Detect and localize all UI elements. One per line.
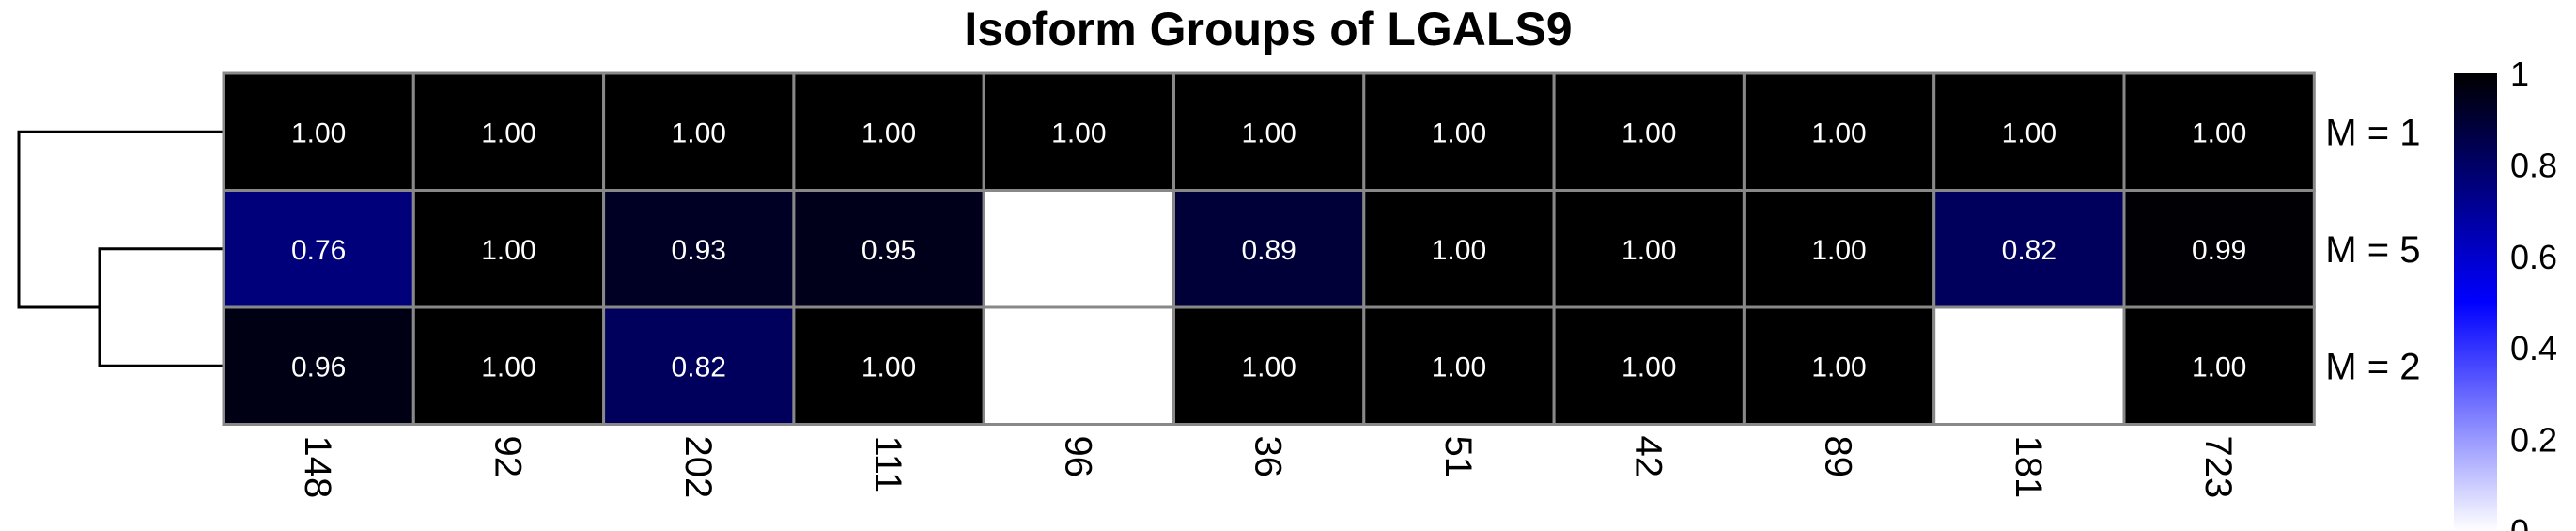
cell-value-label: 1.00 bbox=[1241, 351, 1296, 383]
colorbar: 0 0.2 0.4 0.6 0.8 1 bbox=[2454, 55, 2557, 531]
cell-value-label: 1.00 bbox=[2002, 117, 2056, 148]
cell-value-label: 1.00 bbox=[1811, 235, 1866, 266]
cell-value-label: 0.96 bbox=[291, 351, 346, 383]
cell-value-label: 0.82 bbox=[2002, 235, 2056, 266]
heatmap-cell bbox=[1552, 305, 1746, 426]
cell-value-label: 1.00 bbox=[2192, 351, 2246, 383]
heatmap-cell bbox=[222, 71, 415, 192]
cell-value-label: 1.00 bbox=[672, 117, 726, 148]
heatmap-cell bbox=[1932, 189, 2126, 309]
heatmap-cells: 1.00 1.00 1.00 1.00 1.00 1.00 1.00 1.00 1.00 1.00… bbox=[222, 71, 2316, 426]
cell-value-label: 1.00 bbox=[1241, 117, 1296, 148]
cell-value-label: 1.00 bbox=[1811, 117, 1866, 148]
column-label: 148 bbox=[297, 436, 338, 499]
cell-value-label: 1.00 bbox=[1051, 117, 1106, 148]
heatmap-cell bbox=[602, 189, 796, 309]
heatmap-cell bbox=[1742, 305, 1936, 426]
heatmap-cell bbox=[1362, 305, 1556, 426]
heatmap-cell bbox=[982, 305, 1175, 426]
cell-value-label: 0.76 bbox=[291, 235, 346, 266]
cell-value-label: 1.00 bbox=[1432, 351, 1486, 383]
heatmap-cell bbox=[1552, 71, 1746, 192]
heatmap-cell bbox=[1742, 189, 1936, 309]
cell-value-label: 1.00 bbox=[1622, 235, 1676, 266]
column-label: 111 bbox=[867, 436, 908, 493]
cell-value-label: 0.89 bbox=[1241, 235, 1296, 266]
column-label: 36 bbox=[1248, 436, 1289, 478]
colorbar-tick-label: 0.6 bbox=[2510, 238, 2557, 276]
cell-value-label: 1.00 bbox=[1811, 351, 1866, 383]
heatmap-cell bbox=[2122, 71, 2316, 192]
cell-value-label: 0.82 bbox=[672, 351, 726, 383]
cell-value-label: 1.00 bbox=[1622, 351, 1676, 383]
colorbar-tick-label: 0.4 bbox=[2510, 329, 2557, 367]
dendrogram-branch bbox=[98, 247, 224, 367]
heatmap-cell bbox=[602, 71, 796, 192]
cell-value-label: 1.00 bbox=[861, 117, 916, 148]
cell-value-label: 1.00 bbox=[1432, 117, 1486, 148]
cell-value-label: 1.00 bbox=[291, 117, 346, 148]
row-label: M = 2 bbox=[2325, 346, 2420, 387]
cell-value-label: 1.00 bbox=[481, 351, 535, 383]
heatmap-cell bbox=[1932, 305, 2126, 426]
column-label: 723 bbox=[2197, 436, 2239, 499]
column-label: 51 bbox=[1437, 436, 1479, 478]
cell-value-label: 1.00 bbox=[481, 117, 535, 148]
dendrogram-branch bbox=[17, 130, 224, 309]
heatmap-cell bbox=[1932, 71, 2126, 192]
row-label: M = 1 bbox=[2325, 112, 2420, 153]
column-label: 89 bbox=[1818, 436, 1859, 478]
colorbar-tick-label: 0.8 bbox=[2510, 146, 2557, 184]
cell-value-label: 1.00 bbox=[2192, 117, 2246, 148]
cell-value-label: 0.99 bbox=[2192, 235, 2246, 266]
colorbar-scale bbox=[2454, 73, 2497, 531]
cell-value-label: 1.00 bbox=[1432, 235, 1486, 266]
column-labels: 148 92 202 111 96 36 51 42 89 181 723 bbox=[297, 436, 2239, 499]
column-label: 202 bbox=[677, 436, 719, 499]
row-labels: M = 1 M = 5 M = 2 bbox=[2325, 112, 2420, 387]
heatmap-cell bbox=[222, 189, 415, 309]
heatmap-cell bbox=[411, 71, 606, 192]
colorbar-tick-label: 0.2 bbox=[2510, 421, 2557, 460]
heatmap-cell bbox=[1362, 189, 1556, 309]
cell-value-label: 1.00 bbox=[481, 235, 535, 266]
heatmap-cell bbox=[1172, 189, 1366, 309]
column-label: 96 bbox=[1057, 436, 1098, 478]
colorbar-tick-label: 0 bbox=[2510, 512, 2529, 531]
colorbar-tick-label: 1 bbox=[2510, 55, 2529, 93]
chart-title: Isoform Groups of LGALS9 bbox=[964, 3, 1572, 55]
column-label: 181 bbox=[2008, 436, 2049, 499]
heatmap-cell bbox=[411, 305, 606, 426]
cell-value-label: 0.95 bbox=[861, 235, 916, 266]
heatmap-cell bbox=[2122, 305, 2316, 426]
dendrogram bbox=[17, 130, 224, 367]
heatmap-cell bbox=[1552, 189, 1746, 309]
column-label: 42 bbox=[1627, 436, 1668, 478]
heatmap-cell bbox=[792, 305, 985, 426]
heatmap-cell bbox=[982, 189, 1175, 309]
row-label: M = 5 bbox=[2325, 229, 2420, 271]
heatmap-cell bbox=[222, 305, 415, 426]
cell-value-label: 1.00 bbox=[861, 351, 916, 383]
column-label: 92 bbox=[487, 436, 528, 478]
heatmap-cell bbox=[1172, 71, 1366, 192]
heatmap-cell bbox=[2122, 189, 2316, 309]
cell-value-label: 0.93 bbox=[672, 235, 726, 266]
cell-value-label: 1.00 bbox=[1622, 117, 1676, 148]
